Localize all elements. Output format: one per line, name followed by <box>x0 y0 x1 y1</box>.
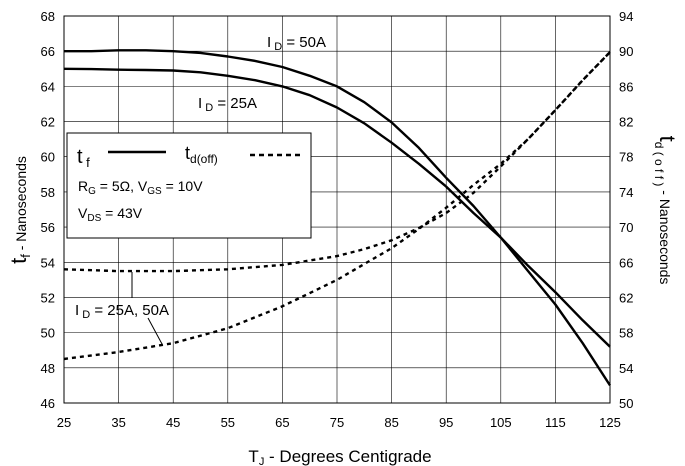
x-tick-label: 75 <box>330 415 344 430</box>
y-left-tick-label: 66 <box>41 44 55 59</box>
annotation-id-25a: I D = 25A <box>198 95 257 114</box>
grid <box>63 15 611 404</box>
series-line-1 <box>64 49 611 348</box>
annotation-leader-lower <box>147 317 163 345</box>
y-right-tick-label: 74 <box>619 185 633 200</box>
series-line-4 <box>63 51 611 361</box>
legend-vds: VDS = 43V <box>78 205 143 224</box>
y-left-axis-title: tf - Nanoseconds <box>6 156 33 264</box>
legend-tf-label: t f <box>77 146 90 170</box>
legend: t f td(off) RG = 5Ω, VGS = 10V VDS = 43V <box>66 132 312 239</box>
x-tick-label: 85 <box>384 415 398 430</box>
legend-rg-vgs: RG = 5Ω, VGS = 10V <box>78 178 203 197</box>
y-right-tick-label: 70 <box>619 220 633 235</box>
left-axis-ticks: 46 48 50 52 54 56 58 60 62 64 66 68 <box>41 9 55 411</box>
annotation-id-50a: I D = 50A <box>267 34 326 53</box>
y-right-tick-label: 86 <box>619 79 633 94</box>
y-right-tick-label: 90 <box>619 44 633 59</box>
y-right-axis-title: td ( o f f ) - Nanoseconds <box>652 136 680 285</box>
y-left-tick-label: 46 <box>41 396 55 411</box>
y-left-tick-label: 56 <box>41 220 55 235</box>
y-left-tick-label: 48 <box>41 361 55 376</box>
y-left-tick-label: 68 <box>41 9 55 24</box>
legend-box <box>66 132 312 239</box>
x-tick-label: 25 <box>57 415 71 430</box>
y-right-tick-label: 78 <box>619 150 633 165</box>
y-left-tick-label: 54 <box>41 255 55 270</box>
y-right-tick-label: 82 <box>619 115 633 130</box>
y-right-tick-label: 54 <box>619 361 633 376</box>
series-line-2 <box>63 67 612 387</box>
legend-tdoff-label: td(off) <box>185 143 218 166</box>
right-axis-ticks: 50 54 58 62 66 70 74 78 82 86 90 94 <box>619 9 633 411</box>
series-layer <box>63 49 612 387</box>
y-left-tick-label: 58 <box>41 185 55 200</box>
y-left-tick-label: 52 <box>41 290 55 305</box>
y-left-tick-label: 64 <box>41 79 55 94</box>
y-left-tick-label: 50 <box>41 326 55 341</box>
x-tick-label: 105 <box>490 415 512 430</box>
x-tick-label: 125 <box>599 415 621 430</box>
y-right-tick-label: 62 <box>619 290 633 305</box>
x-tick-label: 95 <box>439 415 453 430</box>
x-tick-label: 65 <box>275 415 289 430</box>
y-right-tick-label: 66 <box>619 255 633 270</box>
y-right-tick-label: 50 <box>619 396 633 411</box>
x-axis-ticks: 25 35 45 55 65 75 85 95 105 115 125 <box>57 415 621 430</box>
x-tick-label: 45 <box>166 415 180 430</box>
y-left-tick-label: 60 <box>41 150 55 165</box>
y-right-tick-label: 94 <box>619 9 633 24</box>
y-right-tick-label: 58 <box>619 326 633 341</box>
x-tick-label: 115 <box>545 415 566 430</box>
x-tick-label: 35 <box>111 415 125 430</box>
annotation-id-25a-50a: I D = 25A, 50A <box>75 302 169 321</box>
x-tick-label: 55 <box>221 415 235 430</box>
y-left-tick-label: 62 <box>41 115 55 130</box>
x-axis-title: TJ - Degrees Centigrade <box>248 447 431 466</box>
